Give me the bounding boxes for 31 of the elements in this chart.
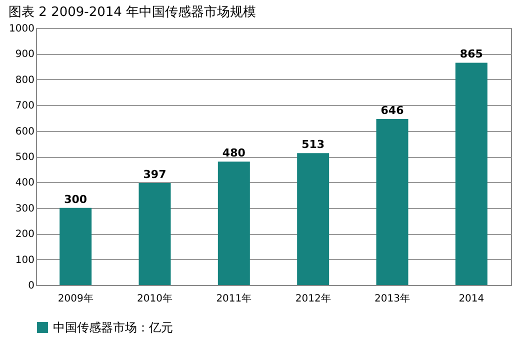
- bar: [376, 118, 408, 285]
- y-tick-label: 400: [15, 178, 34, 189]
- bar: [455, 62, 488, 285]
- y-tick-label: 800: [15, 74, 34, 86]
- x-tick-label: 2012年: [295, 292, 331, 304]
- y-tick-label: 1000: [9, 24, 34, 34]
- y-tick-label: 300: [15, 203, 34, 214]
- x-tick-label: 2014: [458, 294, 484, 304]
- bar: [60, 208, 92, 285]
- data-label: 513: [302, 138, 325, 152]
- data-label: 865: [460, 48, 483, 61]
- bar: [218, 162, 250, 285]
- data-label: 646: [380, 104, 404, 117]
- data-label: 480: [222, 146, 246, 160]
- y-tick-label: 700: [15, 100, 34, 112]
- y-tick-label: 900: [15, 49, 34, 60]
- x-tick-label: 2009年: [58, 292, 94, 304]
- x-tick-label: 2011年: [216, 292, 252, 304]
- y-tick-label: 0: [28, 280, 34, 292]
- data-label: 300: [64, 192, 88, 206]
- chart-title: 图表 2 2009-2014 年中国传感器市场规模: [8, 5, 256, 20]
- x-tick-label: 2010年: [137, 292, 172, 304]
- y-tick-label: 200: [15, 229, 34, 240]
- bar: [297, 153, 330, 285]
- data-label: 397: [143, 168, 166, 181]
- y-tick-label: 500: [15, 152, 34, 163]
- legend-label: 中国传感器市场：亿元: [53, 320, 173, 334]
- x-tick-label: 2013年: [374, 292, 410, 304]
- bar: [138, 182, 171, 285]
- y-tick-label: 600: [15, 126, 34, 138]
- y-tick-label: 100: [15, 254, 34, 266]
